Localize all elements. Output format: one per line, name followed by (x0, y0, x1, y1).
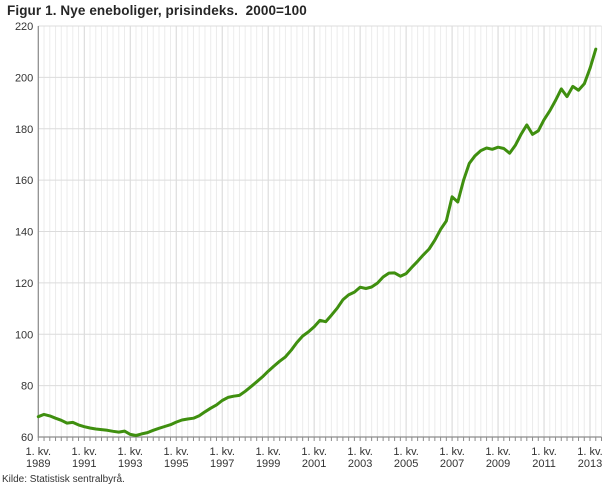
x-tick-label-quarter: 1. kv. (485, 446, 510, 458)
y-axis-labels: 60 80 100 120 140 160 180 200 220 (15, 21, 33, 444)
x-tick-label-quarter: 1. kv. (26, 446, 51, 458)
y-tick-label: 160 (15, 175, 33, 187)
x-tick-label-year: 1989 (26, 458, 50, 470)
x-tick-label-quarter: 1. kv. (301, 446, 326, 458)
x-tick-label-year: 2009 (486, 458, 510, 470)
x-tick-label-year: 1991 (72, 458, 96, 470)
y-tick-label: 100 (15, 329, 33, 341)
y-tick-label: 140 (15, 227, 33, 239)
x-tick-label-year: 1995 (164, 458, 188, 470)
y-tick-label: 120 (15, 278, 33, 290)
x-tick-label-quarter: 1. kv. (209, 446, 234, 458)
x-tick-label-quarter: 1. kv. (255, 446, 280, 458)
x-tick-label-year: 2003 (348, 458, 372, 470)
x-tick-label-year: 2005 (394, 458, 418, 470)
y-tick-label: 220 (15, 21, 33, 33)
y-tick-label: 60 (21, 432, 33, 444)
x-tick-label-quarter: 1. kv. (439, 446, 464, 458)
x-tick-label-year: 1999 (256, 458, 280, 470)
y-tick-label: 200 (15, 72, 33, 84)
chart-title: Figur 1. Nye eneboliger, prisindeks. 200… (7, 3, 307, 18)
x-tick-label-quarter: 1. kv. (72, 446, 97, 458)
x-axis-ticks (37, 437, 603, 441)
y-tick-label: 80 (21, 381, 33, 393)
x-tick-label-year: 2013 (578, 458, 602, 470)
x-tick-label-quarter: 1. kv. (531, 446, 556, 458)
x-tick-label-year: 2007 (440, 458, 464, 470)
x-tick-label-year: 2011 (532, 458, 556, 470)
x-tick-label-quarter: 1. kv. (163, 446, 188, 458)
price-index-series-line (36, 47, 598, 437)
x-tick-label-quarter: 1. kv. (393, 446, 418, 458)
x-tick-label-year: 1993 (118, 458, 142, 470)
x-tick-label-quarter: 1. kv. (118, 446, 143, 458)
x-tick-label-quarter: 1. kv. (347, 446, 372, 458)
x-tick-label-year: 2001 (302, 458, 326, 470)
source-attribution: Kilde: Statistisk sentralbyrå. (2, 474, 125, 485)
x-tick-label-quarter: 1. kv. (577, 446, 602, 458)
y-tick-label: 180 (15, 124, 33, 136)
x-tick-label-year: 1997 (210, 458, 234, 470)
